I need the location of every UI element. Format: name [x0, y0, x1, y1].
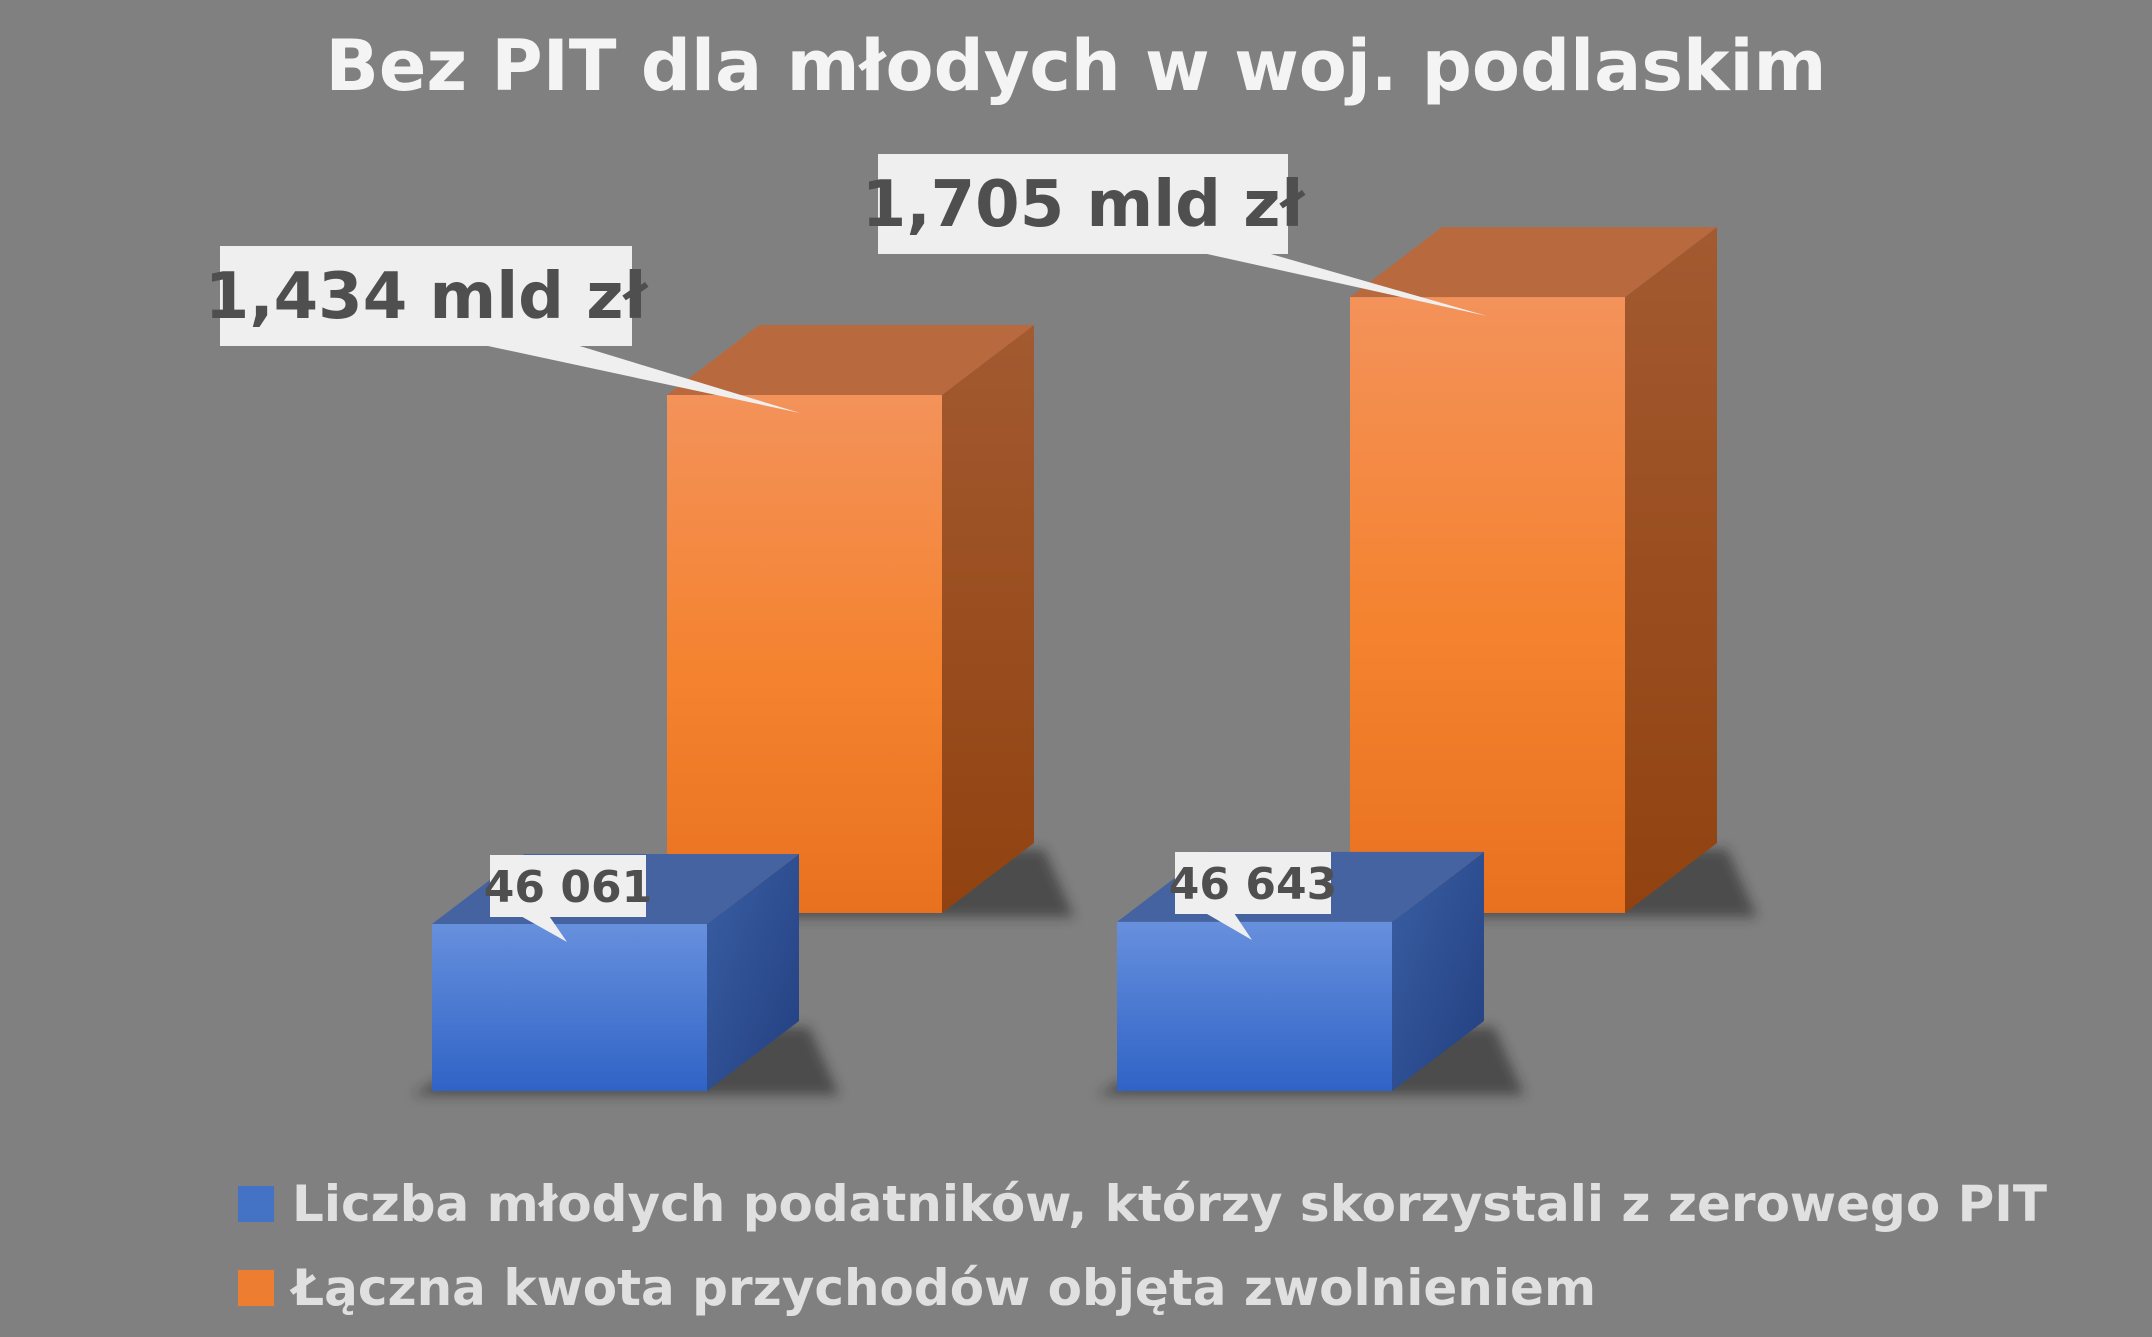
legend-swatch-series-1 — [238, 1186, 274, 1222]
callout-pointer — [1195, 907, 1252, 940]
callout-pointer — [510, 910, 567, 942]
bar-series-2-1 — [647, 325, 1074, 917]
bar-series-2-side — [1625, 227, 1717, 913]
bar-series-2-front — [667, 395, 942, 913]
data-labels-layer: 1,434 mld zł 1,705 mld zł 46 061 46 643 — [205, 154, 1487, 942]
bar-series-2-side — [942, 325, 1034, 913]
callout-box — [220, 246, 632, 346]
callout-box — [878, 154, 1288, 254]
legend-swatch-series-2 — [238, 1270, 274, 1306]
legend-label-series-1: Liczba młodych podatników, którzy skorzy… — [292, 1175, 2047, 1233]
bars-layer — [412, 227, 1757, 1095]
bar-series-1-front — [432, 924, 707, 1091]
chart-title: Bez PIT dla młodych w woj. podlaskim — [325, 25, 1826, 107]
callout-box — [1175, 852, 1331, 914]
bar-series-2-2 — [1330, 227, 1757, 917]
callout-pointer — [460, 340, 800, 413]
data-label-text: 1,705 mld zł — [862, 168, 1306, 242]
data-label-text: 1,434 mld zł — [205, 260, 649, 334]
data-label-text: 46 643 — [1169, 859, 1337, 910]
bar-series-2-top — [667, 325, 1034, 395]
callout-box — [490, 855, 646, 917]
callout-pointer — [1180, 248, 1487, 316]
bar-series-1-1 — [412, 854, 839, 1095]
data-label-series-1-1: 46 061 — [484, 855, 652, 942]
bar-series-1-front — [1117, 921, 1392, 1091]
bar-series-2-front — [1350, 297, 1625, 913]
bar-series-1-side — [707, 854, 799, 1091]
legend: Liczba młodych podatników, którzy skorzy… — [238, 1175, 2047, 1317]
data-label-text: 46 061 — [484, 862, 652, 913]
data-label-series-2-2: 1,705 mld zł — [862, 154, 1487, 316]
bar-series-1-side — [1392, 851, 1484, 1091]
data-label-series-2-1: 1,434 mld zł — [205, 246, 800, 413]
legend-label-series-2: Łączna kwota przychodów objęta zwolnieni… — [289, 1259, 1596, 1317]
bar-series-1-2 — [1097, 851, 1524, 1095]
bar-series-2-top — [1350, 227, 1717, 298]
data-label-series-1-2: 46 643 — [1169, 852, 1337, 940]
